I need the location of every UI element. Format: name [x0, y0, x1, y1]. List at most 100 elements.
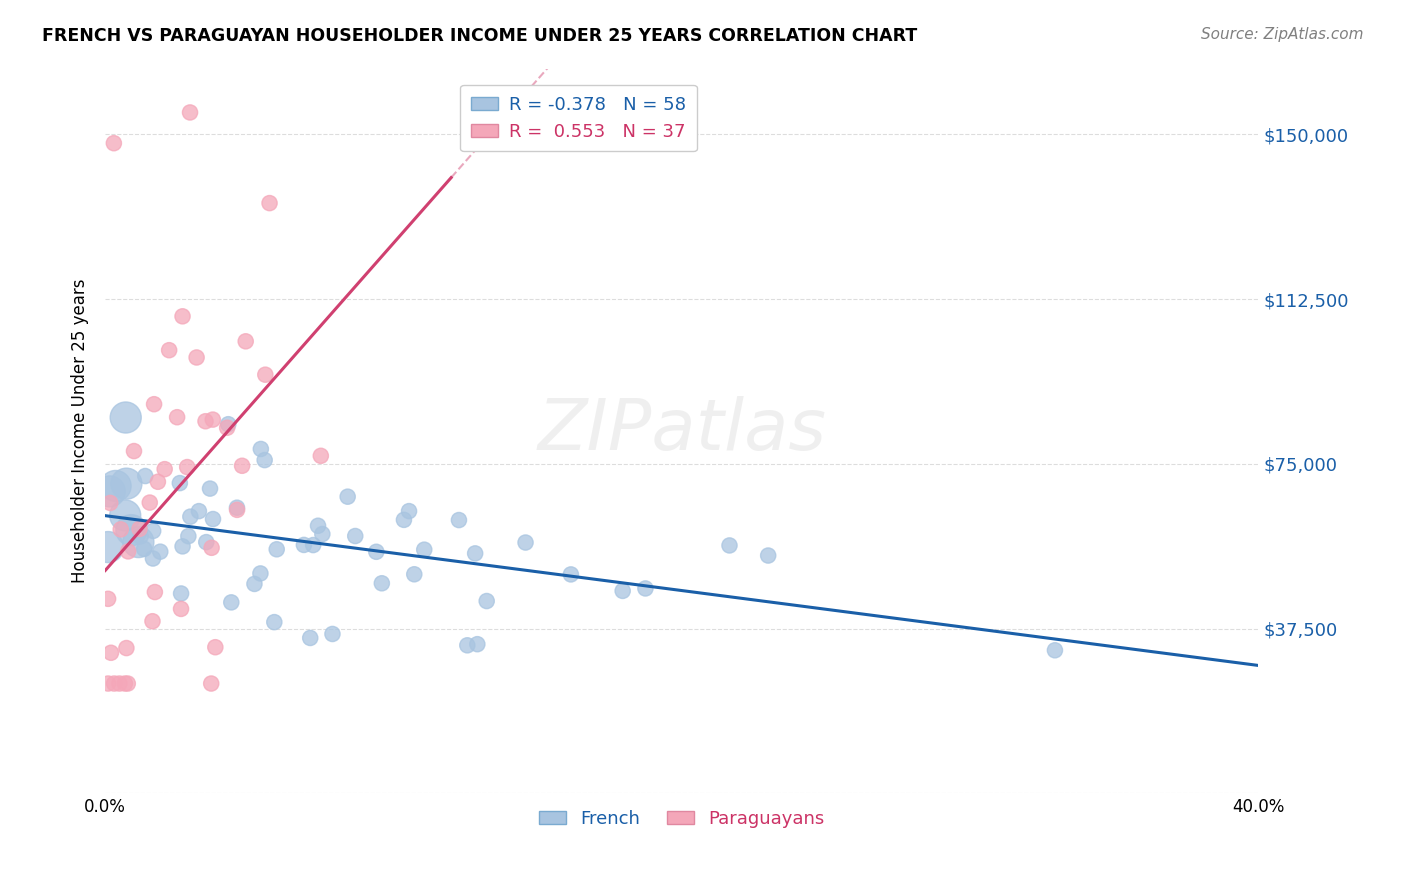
Point	[756, 549, 779, 563]
Point	[560, 567, 582, 582]
Point	[166, 410, 188, 425]
Point	[221, 595, 243, 609]
Point	[134, 541, 156, 556]
Point	[117, 676, 139, 690]
Point	[299, 631, 322, 645]
Point	[292, 538, 315, 552]
Point	[249, 566, 271, 581]
Point	[149, 544, 172, 558]
Point	[612, 583, 634, 598]
Point	[307, 518, 329, 533]
Point	[169, 476, 191, 491]
Point	[179, 105, 201, 120]
Point	[170, 602, 193, 616]
Point	[103, 676, 125, 690]
Point	[344, 529, 367, 543]
Point	[97, 540, 120, 554]
Point	[100, 646, 122, 660]
Point	[141, 614, 163, 628]
Point	[139, 495, 162, 509]
Point	[200, 676, 222, 690]
Text: Source: ZipAtlas.com: Source: ZipAtlas.com	[1201, 27, 1364, 42]
Point	[302, 538, 325, 552]
Point	[371, 576, 394, 591]
Point	[475, 594, 498, 608]
Point	[254, 368, 277, 382]
Point	[259, 196, 281, 211]
Text: ZIPatlas: ZIPatlas	[537, 396, 827, 466]
Point	[392, 513, 415, 527]
Point	[321, 627, 343, 641]
Point	[127, 535, 149, 549]
Point	[115, 641, 138, 656]
Point	[217, 421, 239, 435]
Point	[266, 542, 288, 557]
Point	[243, 577, 266, 591]
Point	[201, 412, 224, 426]
Point	[176, 460, 198, 475]
Point	[515, 535, 537, 549]
Point	[198, 482, 221, 496]
Point	[235, 334, 257, 349]
Point	[253, 453, 276, 467]
Point	[195, 535, 218, 549]
Point	[142, 551, 165, 566]
Point	[226, 503, 249, 517]
Point	[263, 615, 285, 629]
Legend: French, Paraguayans: French, Paraguayans	[531, 803, 832, 835]
Point	[146, 475, 169, 489]
Point	[153, 462, 176, 476]
Point	[134, 469, 156, 483]
Point	[447, 513, 470, 527]
Point	[115, 476, 138, 491]
Point	[311, 527, 333, 541]
Point	[143, 585, 166, 599]
Point	[172, 310, 194, 324]
Point	[467, 637, 489, 651]
Point	[97, 676, 120, 690]
Point	[456, 638, 478, 652]
Point	[114, 410, 136, 425]
Point	[200, 541, 222, 555]
Point	[718, 538, 741, 552]
Point	[226, 500, 249, 515]
Text: FRENCH VS PARAGUAYAN HOUSEHOLDER INCOME UNDER 25 YEARS CORRELATION CHART: FRENCH VS PARAGUAYAN HOUSEHOLDER INCOME …	[42, 27, 918, 45]
Point	[1043, 643, 1066, 657]
Point	[309, 449, 332, 463]
Point	[172, 540, 194, 554]
Point	[398, 504, 420, 518]
Point	[114, 508, 136, 523]
Point	[117, 544, 139, 558]
Point	[217, 417, 239, 432]
Point	[128, 522, 150, 536]
Point	[110, 522, 132, 536]
Point	[142, 524, 165, 538]
Point	[201, 512, 224, 526]
Point	[194, 414, 217, 428]
Point	[413, 542, 436, 557]
Point	[404, 567, 426, 582]
Point	[97, 591, 120, 606]
Point	[177, 529, 200, 543]
Point	[231, 458, 253, 473]
Point	[186, 351, 208, 365]
Point	[187, 504, 209, 518]
Point	[464, 546, 486, 560]
Point	[157, 343, 180, 358]
Point	[114, 676, 136, 690]
Y-axis label: Householder Income Under 25 years: Householder Income Under 25 years	[72, 278, 89, 583]
Point	[122, 444, 145, 458]
Point	[179, 509, 201, 524]
Point	[129, 529, 152, 543]
Point	[98, 484, 121, 499]
Point	[104, 479, 127, 493]
Point	[366, 545, 388, 559]
Point	[143, 397, 166, 411]
Point	[634, 582, 657, 596]
Point	[204, 640, 226, 655]
Point	[98, 496, 121, 510]
Point	[170, 586, 193, 600]
Point	[120, 523, 142, 537]
Point	[103, 136, 125, 151]
Point	[336, 490, 359, 504]
